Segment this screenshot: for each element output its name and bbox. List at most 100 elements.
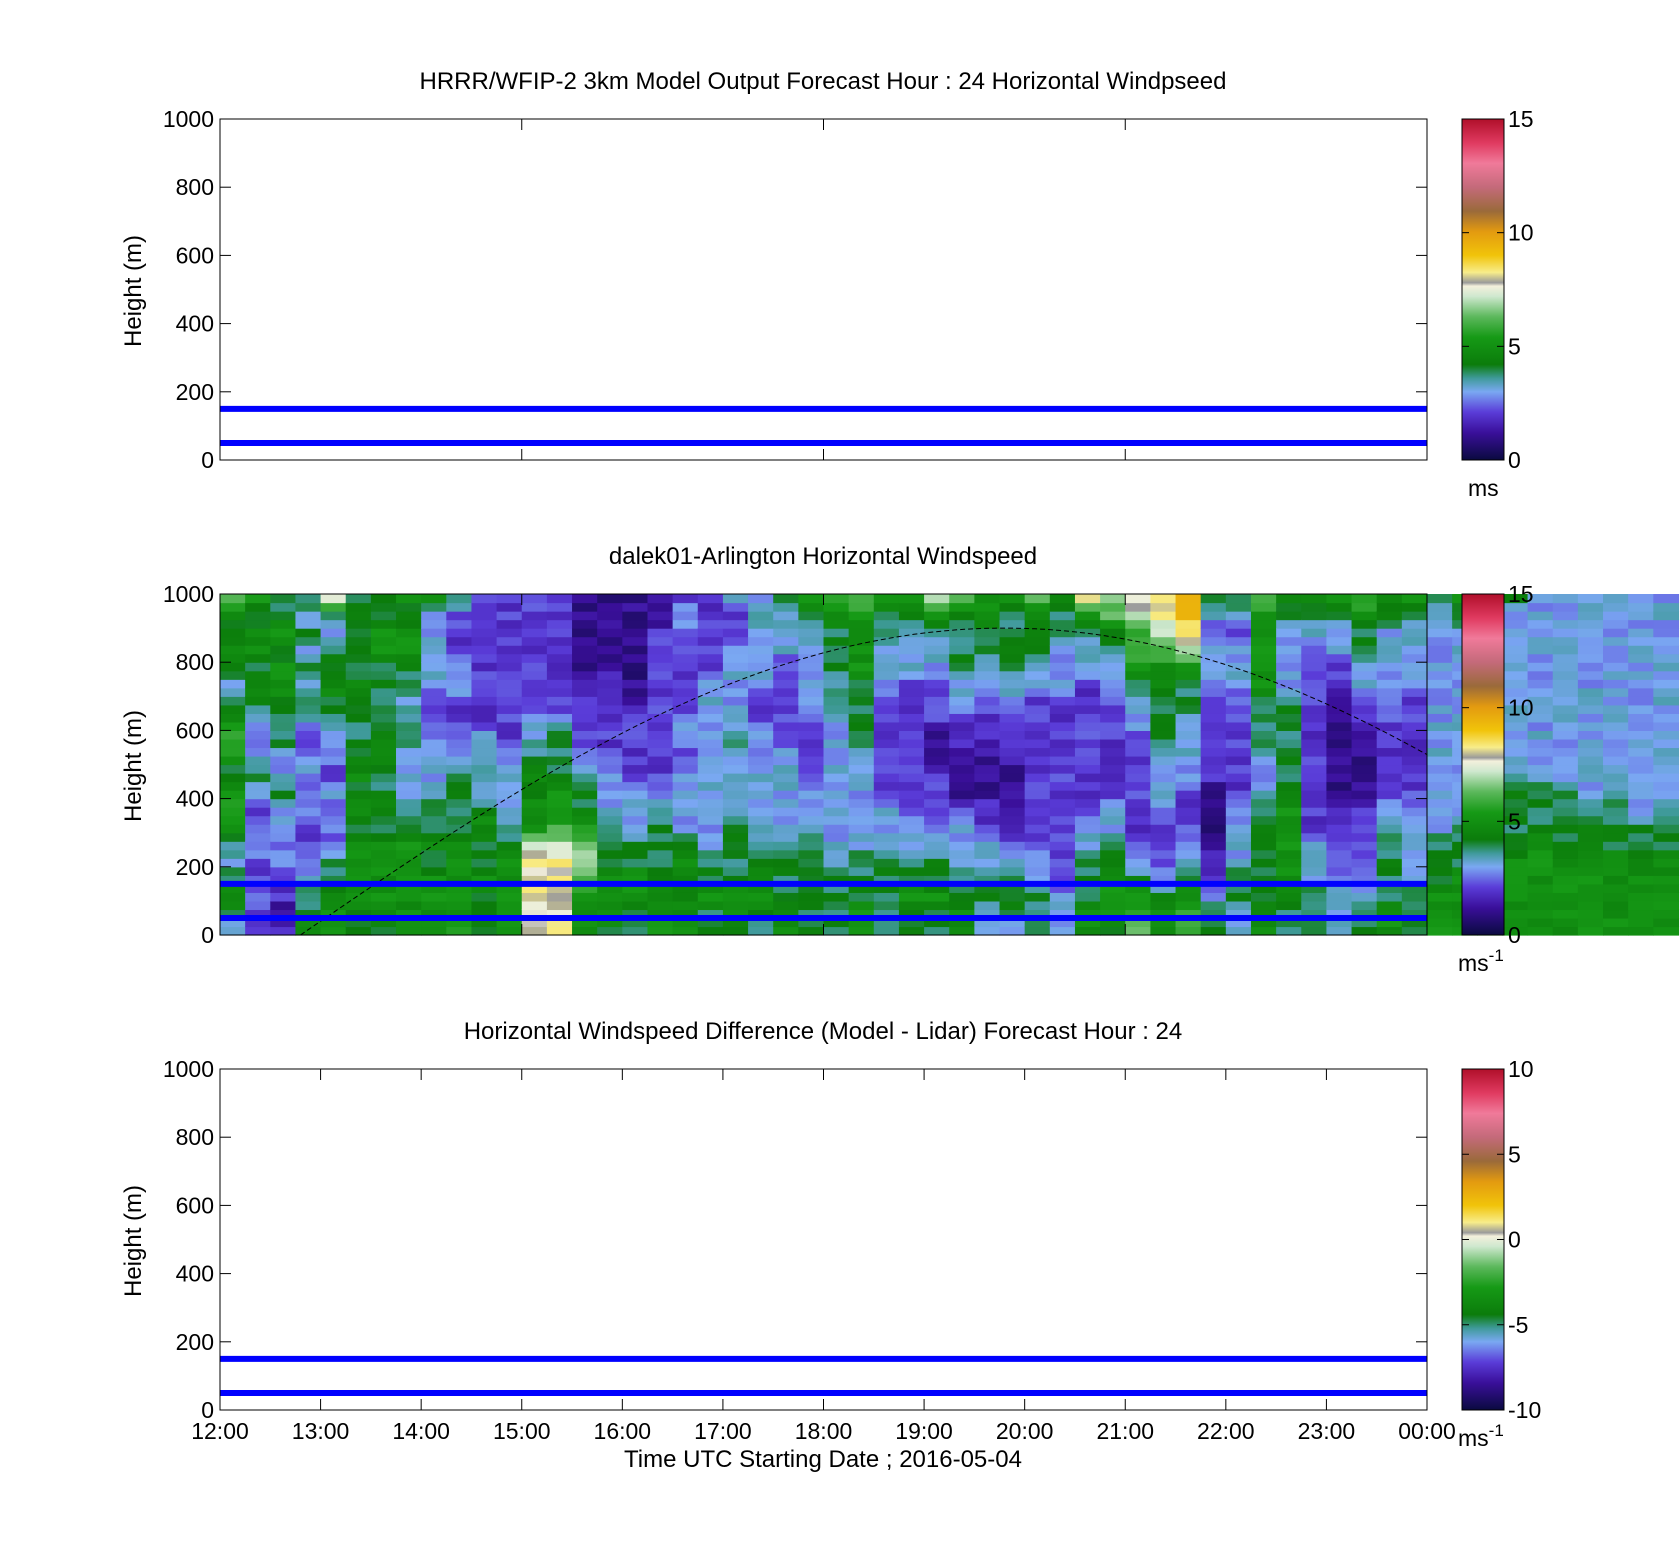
heatmap-cell — [1250, 900, 1277, 911]
heatmap-cell — [697, 824, 724, 834]
heatmap-cell — [546, 858, 573, 868]
heatmap-cell — [421, 841, 447, 851]
heatmap-cell — [873, 670, 900, 680]
heatmap-cell — [647, 824, 674, 834]
heatmap-cell — [220, 670, 246, 680]
heatmap-cell — [873, 849, 900, 859]
heatmap-cell — [1351, 858, 1378, 868]
heatmap-cell — [999, 832, 1026, 842]
heatmap-cell — [672, 790, 699, 800]
heatmap-cell — [1100, 611, 1126, 621]
heatmap-cell — [1552, 628, 1579, 638]
heatmap-cell — [546, 807, 573, 817]
heatmap-cell — [974, 832, 1001, 842]
heatmap-cell — [220, 781, 246, 791]
heatmap-cell — [773, 824, 799, 834]
heatmap-cell — [1024, 687, 1051, 697]
heatmap-cell — [295, 917, 322, 928]
x-tick-label: 18:00 — [795, 1418, 853, 1444]
heatmap-cell — [1427, 832, 1453, 842]
heatmap-cell — [1200, 849, 1227, 859]
heatmap-cell — [471, 662, 498, 672]
heatmap-cell — [446, 764, 473, 774]
heatmap-cell — [622, 636, 649, 646]
heatmap-cell — [345, 738, 372, 749]
heatmap-cell — [245, 721, 271, 731]
heatmap-cell — [245, 738, 271, 749]
heatmap-cell — [1628, 849, 1654, 859]
heatmap-cell — [1049, 773, 1076, 783]
heatmap-cell — [1200, 594, 1227, 604]
heatmap-cell — [396, 849, 422, 859]
heatmap-cell — [773, 917, 799, 928]
heatmap-cell — [697, 611, 724, 621]
heatmap-cell — [1125, 662, 1151, 672]
heatmap-cell — [622, 807, 649, 817]
heatmap-cell — [1427, 730, 1453, 740]
heatmap-cell — [421, 713, 447, 723]
heatmap-cell — [446, 602, 473, 612]
heatmap-cell — [421, 611, 447, 621]
heatmap-cell — [245, 594, 271, 604]
heatmap-cell — [823, 628, 850, 638]
heatmap-cell — [748, 926, 774, 936]
heatmap-cell — [1351, 832, 1378, 842]
heatmap-cell — [295, 636, 322, 646]
heatmap-cell — [1125, 602, 1151, 612]
heatmap-cell — [270, 900, 297, 911]
heatmap-cell — [496, 653, 523, 663]
heatmap-cell — [773, 670, 799, 680]
heatmap-cell — [823, 875, 850, 885]
heatmap-cell — [1577, 832, 1604, 842]
heatmap-cell — [1049, 798, 1076, 808]
heatmap-cell — [1150, 628, 1177, 638]
heatmap-cell — [370, 773, 397, 783]
heatmap-cell — [949, 594, 975, 604]
heatmap-cell — [1653, 696, 1680, 706]
heatmap-cell — [370, 798, 397, 808]
heatmap-cell — [220, 841, 246, 851]
heatmap-cell — [1150, 730, 1177, 740]
heatmap-cell — [1376, 900, 1403, 911]
heatmap-cell — [1603, 704, 1629, 714]
heatmap-cell — [1074, 917, 1101, 928]
heatmap-cell — [622, 619, 649, 629]
heatmap-cell — [572, 917, 598, 928]
heatmap-cell — [748, 900, 774, 911]
heatmap-cell — [848, 704, 875, 714]
heatmap-cell — [898, 824, 925, 834]
heatmap-cell — [597, 790, 623, 800]
heatmap-cell — [521, 875, 548, 885]
heatmap-cell — [1301, 866, 1328, 876]
colorbar-tick-label: 0 — [1508, 447, 1521, 473]
heatmap-cell — [521, 764, 548, 774]
heatmap-cell — [647, 773, 674, 783]
heatmap-cell — [1653, 824, 1680, 834]
heatmap-cell — [1200, 755, 1227, 766]
heatmap-cell — [1351, 628, 1378, 638]
heatmap-cell — [848, 926, 875, 936]
heatmap-cell — [1376, 798, 1403, 808]
heatmap-cell — [1326, 662, 1353, 672]
heatmap-cell — [1276, 824, 1302, 834]
heatmap-cell — [1074, 755, 1101, 766]
heatmap-cell — [1150, 738, 1177, 749]
heatmap-cell — [1301, 824, 1328, 834]
heatmap-cell — [622, 832, 649, 842]
heatmap-cell — [848, 747, 875, 757]
heatmap-cell — [1527, 849, 1554, 859]
heatmap-cell — [949, 738, 975, 749]
heatmap-cell — [898, 619, 925, 629]
heatmap-cell — [1074, 900, 1101, 911]
heatmap-cell — [999, 815, 1026, 825]
heatmap-cell — [1653, 917, 1680, 928]
x-tick-label: 20:00 — [996, 1418, 1054, 1444]
heatmap-cell — [220, 917, 246, 928]
heatmap-cell — [924, 824, 950, 834]
heatmap-cell — [1603, 858, 1629, 868]
heatmap-cell — [1502, 875, 1529, 885]
heatmap-cell — [1225, 832, 1252, 842]
heatmap-cell — [295, 866, 322, 876]
heatmap-cell — [924, 764, 950, 774]
heatmap-cell — [1628, 628, 1654, 638]
